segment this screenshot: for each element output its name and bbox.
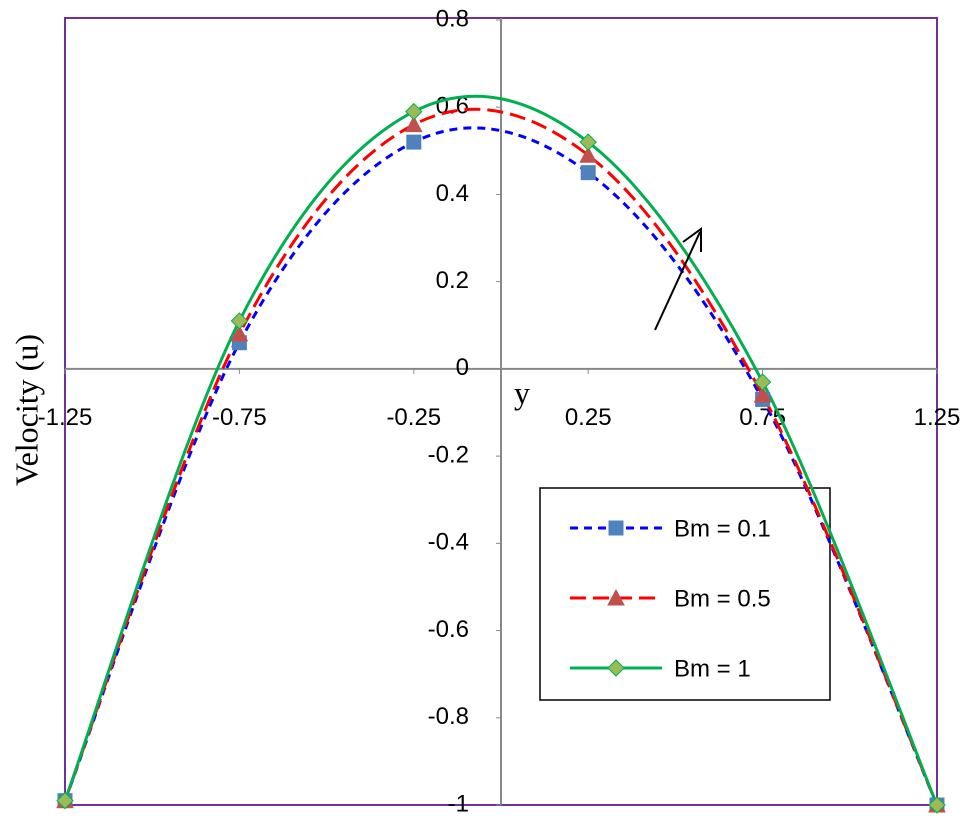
arrow-shaft <box>654 231 701 331</box>
legend-marker <box>607 659 625 677</box>
legend-label: Bm = 0.1 <box>674 515 771 542</box>
marker <box>753 373 772 391</box>
marker <box>580 165 596 181</box>
y-axis-label: Velocity (u) <box>8 334 44 486</box>
legend-label: Bm = 0.5 <box>674 585 771 612</box>
arrow-head <box>682 227 702 252</box>
x-tick-label: 1.25 <box>914 404 961 431</box>
marker <box>405 102 423 121</box>
y-tick-label: -1 <box>448 790 469 817</box>
x-tick-label: -0.75 <box>212 404 267 431</box>
legend-marker <box>608 520 624 536</box>
y-tick-label: 0 <box>456 354 469 381</box>
y-tick-label: 0.4 <box>436 180 469 207</box>
series-line <box>63 94 939 806</box>
legend-box <box>539 487 831 701</box>
marker <box>928 796 946 814</box>
marker <box>406 134 422 150</box>
y-tick-label: -0.4 <box>428 529 469 556</box>
marker <box>230 324 249 342</box>
legend-label: Bm = 1 <box>674 655 751 682</box>
y-tick-label: -0.6 <box>428 616 469 643</box>
legend: Bm = 0.1 Bm = 0.5 Bm = 1 <box>539 487 831 701</box>
marker <box>753 385 772 403</box>
marker <box>579 146 598 163</box>
marker <box>404 115 423 133</box>
series-line <box>63 107 939 806</box>
x-tick-label: 0.25 <box>565 404 612 431</box>
x-tick-label: -1.25 <box>38 404 93 431</box>
series-line <box>63 126 939 806</box>
y-tick-label: 0.2 <box>436 267 469 294</box>
marker <box>56 791 74 810</box>
y-tick-label: -0.8 <box>428 703 469 730</box>
legend-marker <box>607 588 625 606</box>
marker <box>579 133 597 151</box>
x-axis-label: y <box>514 374 530 410</box>
y-tick-label: -0.2 <box>428 441 469 468</box>
y-tick-label: 0.8 <box>436 5 469 32</box>
x-tick-label: -0.25 <box>386 404 441 431</box>
marker <box>230 312 249 330</box>
